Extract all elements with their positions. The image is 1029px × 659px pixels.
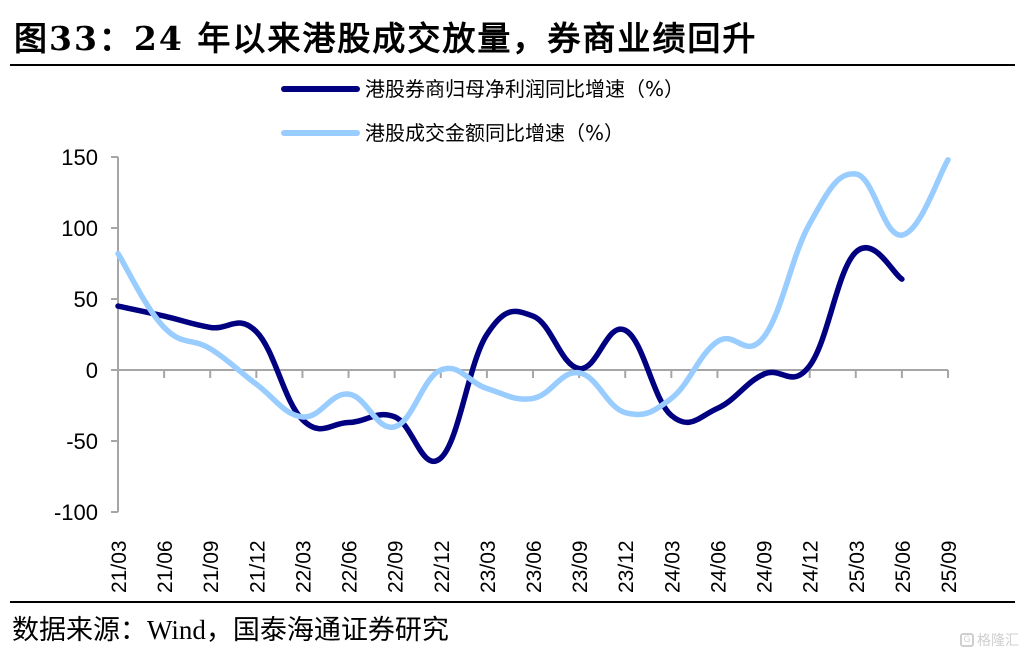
data-point-broker-profit	[669, 413, 673, 417]
x-tick-label: 25/06	[892, 540, 915, 593]
data-point-broker-profit	[208, 325, 212, 329]
x-tick-label: 21/12	[246, 540, 269, 593]
y-tick-label: -50	[66, 429, 98, 454]
x-axis-ticks: 21/03 21/06 21/09 21/12 22/03 22/06 22/09 22/12…	[108, 370, 961, 593]
data-point-broker-profit	[254, 330, 258, 334]
data-point-broker-profit	[623, 328, 627, 332]
data-point-turnover	[439, 368, 443, 372]
data-point-turnover	[116, 252, 120, 256]
y-tick-label: 0	[86, 358, 98, 383]
data-point-turnover	[485, 386, 489, 390]
data-point-broker-profit	[439, 456, 443, 460]
x-tick-label: 22/06	[339, 540, 362, 593]
data-point-broker-profit	[347, 421, 351, 425]
series-lines	[115, 157, 951, 464]
chart-title: 图33：24 年以来港股成交放量，券商业绩回升	[14, 19, 758, 58]
data-point-turnover	[946, 158, 950, 162]
series-line-broker-profit	[115, 245, 905, 464]
data-point-broker-profit	[854, 250, 858, 254]
watermark-text: 格隆汇	[977, 633, 1019, 649]
data-point-turnover	[300, 415, 304, 419]
data-point-turnover	[531, 396, 535, 400]
y-axis-ticks: 150 100 50 0 -50 -100	[54, 145, 118, 525]
data-point-turnover	[577, 371, 581, 375]
y-tick-label: -100	[54, 500, 98, 525]
x-tick-label: 23/03	[477, 540, 500, 593]
data-point-broker-profit	[485, 333, 489, 337]
title-divider	[10, 64, 1015, 66]
data-point-turnover	[900, 233, 904, 237]
legend-label-profit: 港股券商归母净利润同比增速（%）	[365, 77, 684, 101]
x-tick-label: 23/06	[523, 540, 546, 593]
data-point-turnover	[623, 411, 627, 415]
y-tick-label: 150	[61, 145, 98, 170]
data-point-turnover	[762, 335, 766, 339]
data-point-broker-profit	[116, 304, 120, 308]
data-point-turnover	[854, 172, 858, 176]
x-tick-label: 22/03	[292, 540, 315, 593]
data-point-broker-profit	[715, 406, 719, 410]
x-tick-label: 24/09	[754, 540, 777, 593]
x-tick-label: 23/12	[615, 540, 638, 593]
g-logo-icon: G	[960, 633, 974, 647]
line-chart: 港股券商归母净利润同比增速（%） 港股成交金额同比增速（%） 150 100 50 0…	[54, 77, 961, 593]
series-line-turnover	[115, 157, 951, 430]
x-tick-label: 25/09	[938, 540, 961, 593]
x-tick-label: 22/12	[431, 540, 454, 593]
data-point-turnover	[393, 425, 397, 429]
x-tick-label: 22/09	[385, 540, 408, 593]
source-divider	[10, 601, 1015, 603]
x-tick-label: 21/03	[108, 540, 131, 593]
x-tick-label: 24/03	[661, 540, 684, 593]
data-point-turnover	[808, 222, 812, 226]
y-tick-label: 50	[74, 287, 98, 312]
x-tick-label: 21/09	[200, 540, 223, 593]
data-point-broker-profit	[808, 364, 812, 368]
data-point-turnover	[254, 382, 258, 386]
x-tick-label: 25/03	[846, 540, 869, 593]
y-tick-label: 100	[61, 216, 98, 241]
x-tick-label: 21/06	[154, 540, 177, 593]
x-tick-label: 24/06	[707, 540, 730, 593]
data-point-turnover	[669, 396, 673, 400]
x-tick-label: 23/09	[569, 540, 592, 593]
data-point-turnover	[715, 340, 719, 344]
data-point-turnover	[162, 325, 166, 329]
data-point-broker-profit	[762, 372, 766, 376]
data-point-broker-profit	[900, 277, 904, 281]
data-point-turnover	[208, 347, 212, 351]
x-tick-label: 24/12	[800, 540, 823, 593]
data-point-broker-profit	[531, 314, 535, 318]
legend-label-turnover: 港股成交金额同比增速（%）	[365, 121, 624, 145]
source-note: 数据来源：Wind，国泰海通证券研究	[12, 615, 449, 645]
legend: 港股券商归母净利润同比增速（%） 港股成交金额同比增速（%）	[281, 77, 684, 145]
data-point-turnover	[347, 392, 351, 396]
data-point-broker-profit	[393, 415, 397, 419]
data-point-broker-profit	[162, 314, 166, 318]
watermark: G 格隆汇	[960, 630, 1019, 650]
